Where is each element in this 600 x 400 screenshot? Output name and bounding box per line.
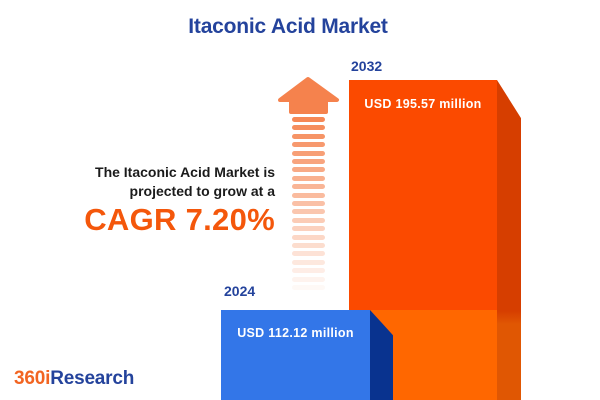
arrow-stripe <box>292 167 325 173</box>
bar-2024-side-bevel <box>370 310 393 400</box>
bar-2032-face <box>349 80 497 310</box>
arrow-stripe <box>292 142 325 148</box>
arrow-stripe <box>292 268 325 274</box>
logo-360i: 360i <box>14 368 51 389</box>
bar-2024-year-label: 2024 <box>224 283 256 299</box>
arrow-stripe <box>292 234 325 240</box>
arrow-stripes <box>292 117 325 297</box>
bar-2024-value-label: USD 112.12 million <box>237 326 354 340</box>
arrow-stripe <box>292 209 325 215</box>
arrow-stripe <box>292 125 325 131</box>
arrow-stripe <box>292 175 325 181</box>
annotation-line-2: projected to grow at a <box>129 183 275 199</box>
arrow-stripe <box>292 117 325 122</box>
logo-research: Research <box>50 368 135 389</box>
bar-2032-side-bevel <box>497 80 521 400</box>
bar-2032-value-label: USD 195.57 million <box>364 97 482 111</box>
brand-logo: 360iResearch <box>14 368 134 390</box>
arrow-stripe <box>292 217 325 223</box>
arrow-stripe <box>292 259 325 265</box>
bar-2024-face <box>221 310 370 400</box>
arrow-stripe <box>292 184 325 190</box>
arrow-stripe <box>292 192 325 198</box>
bar-2032-year-label: 2032 <box>351 58 383 74</box>
arrow-stripe <box>292 276 325 282</box>
arrow-up-icon <box>278 77 339 114</box>
arrow-stripe <box>292 251 325 257</box>
arrow-stripe <box>292 201 325 206</box>
arrow-stripe <box>292 133 325 139</box>
page-title: Itaconic Acid Market <box>188 15 388 38</box>
arrow-stripe <box>292 159 325 164</box>
arrow-stripe <box>292 150 325 156</box>
arrow-stripe <box>292 226 325 232</box>
growth-annotation: The Itaconic Acid Market is projected to… <box>40 163 275 236</box>
annotation-line-1: The Itaconic Acid Market is <box>95 164 275 180</box>
arrow-stripe <box>292 243 325 248</box>
cagr-value: CAGR 7.20% <box>84 202 275 237</box>
arrow-stripe <box>292 285 325 290</box>
